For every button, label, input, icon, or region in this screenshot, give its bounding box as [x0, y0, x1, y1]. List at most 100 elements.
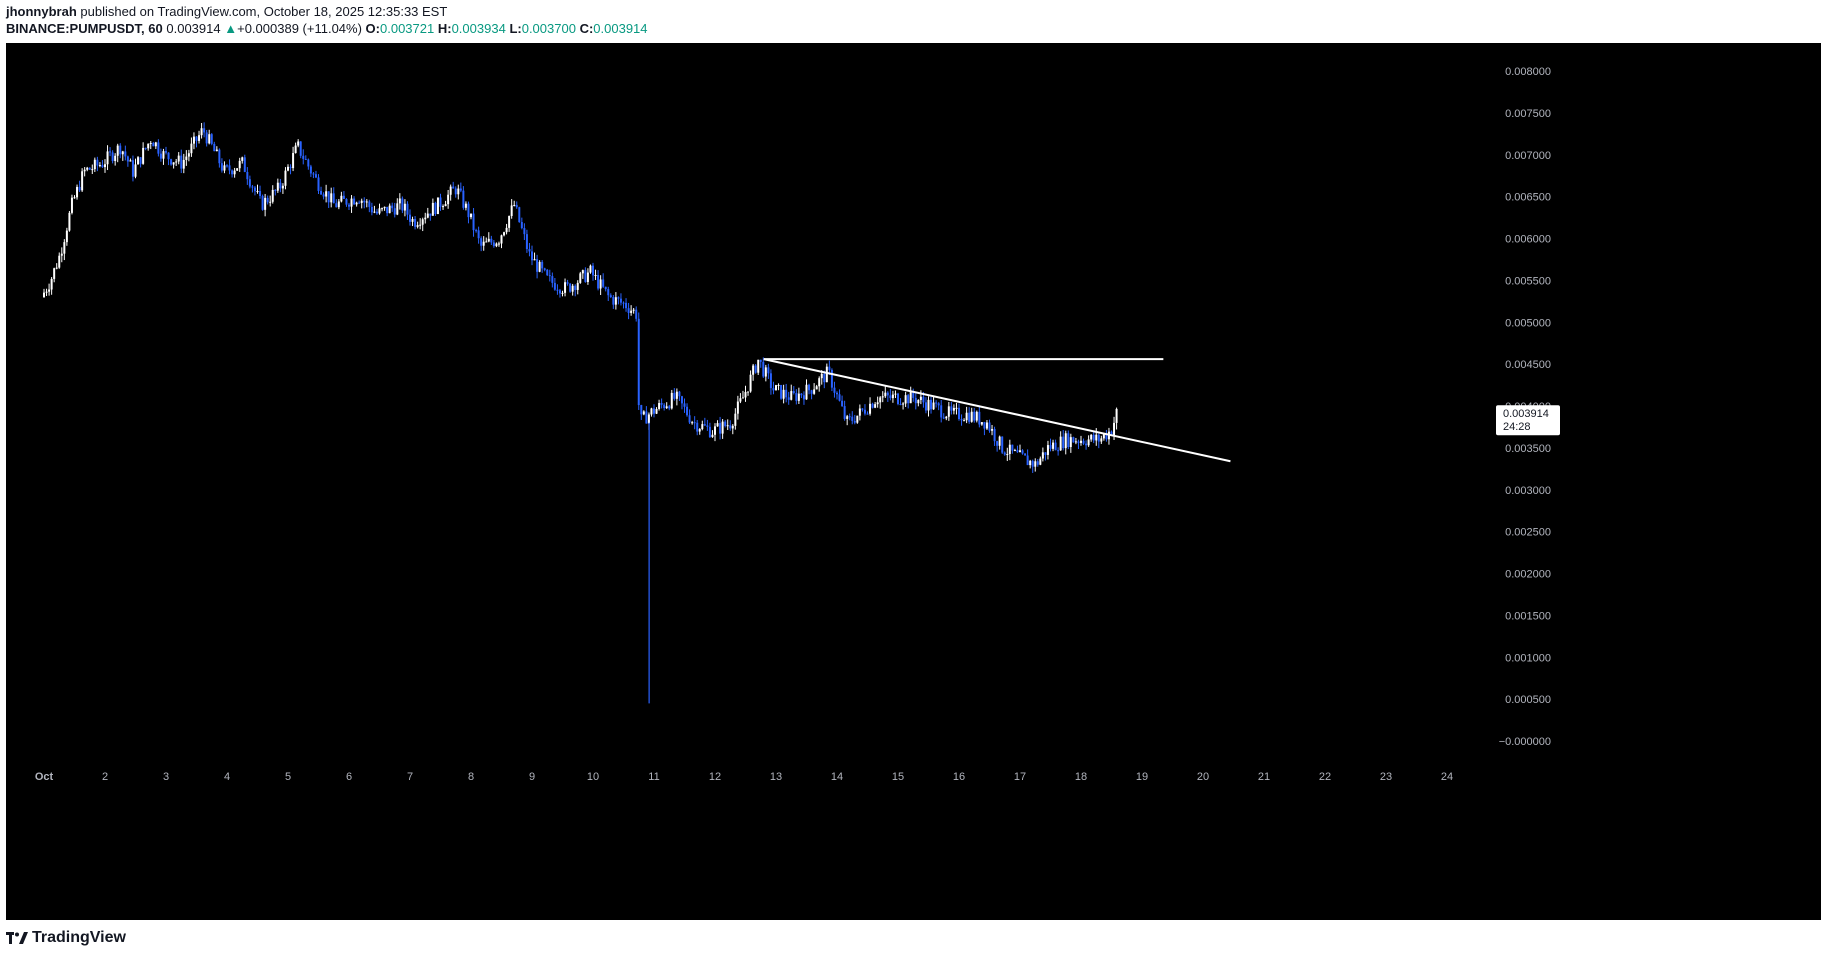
candle-body [309, 166, 312, 174]
candle-body [1095, 434, 1098, 441]
candle-body [795, 393, 798, 401]
candle-body [846, 416, 849, 419]
x-tick-label: 24 [1441, 771, 1453, 783]
candle-body [520, 222, 523, 229]
candle-body [391, 205, 394, 209]
candle-body [597, 275, 600, 289]
candle-body [73, 197, 76, 199]
candle-body [332, 193, 335, 204]
candle-body [531, 251, 533, 261]
candle-body [991, 429, 994, 431]
candle-body [711, 434, 714, 438]
candle-body [1041, 452, 1044, 459]
descending-trend-line [763, 358, 1231, 463]
candle-body [431, 202, 434, 216]
candle-body [294, 145, 297, 154]
candle-body [55, 267, 58, 269]
y-tick-label: 0.000500 [1505, 694, 1551, 706]
candle-body [589, 265, 592, 273]
candle-body [86, 167, 89, 170]
candle-body [965, 412, 968, 421]
candle-body [292, 153, 295, 169]
candle-body [149, 142, 152, 144]
price-chart[interactable]: 0.008000 0.007500 0.007000 0.006500 0.006000… [6, 43, 1821, 920]
candle-body [43, 292, 45, 298]
candle-body [538, 261, 541, 272]
candle-body [1069, 437, 1072, 448]
candle-body [1006, 454, 1009, 456]
candle-body [655, 408, 658, 414]
candle-body [797, 393, 800, 401]
candle-body [1067, 433, 1070, 448]
candle-body [1072, 437, 1075, 443]
candle-body [1034, 461, 1037, 467]
candle-body [477, 230, 480, 239]
candle-body [602, 279, 605, 287]
candle-body [383, 206, 386, 209]
candle-body [604, 286, 607, 290]
candle-body [45, 291, 48, 293]
candle-body [675, 391, 678, 399]
candle-body [139, 157, 142, 164]
candle-body [1026, 455, 1029, 466]
candle-body [198, 135, 201, 141]
candle-body [403, 203, 406, 211]
candle-body [375, 211, 378, 214]
price-change: +0.000389 (+11.04%) [237, 21, 362, 36]
candle-body [68, 212, 71, 231]
candle-body [421, 219, 424, 225]
candle-body [226, 165, 228, 167]
candle-body [899, 404, 902, 406]
symbol-name[interactable]: BINANCE:PUMPUSDT, 60 [6, 21, 163, 36]
candle-body [871, 403, 874, 408]
candle-body [917, 399, 920, 404]
candle-body [825, 366, 828, 383]
candle-body [192, 136, 195, 144]
candle-body [228, 165, 231, 171]
candle-body [96, 159, 99, 166]
candle-body [144, 147, 147, 149]
candle-body [492, 242, 495, 247]
candle-body [373, 211, 376, 213]
candle-body [401, 198, 404, 211]
candle-body [1113, 422, 1116, 436]
candle-body [220, 163, 223, 171]
candle-body [424, 217, 427, 220]
candle-body [836, 392, 838, 395]
candle-body [124, 151, 127, 157]
published-text: published on TradingView.com, October 18… [80, 4, 448, 19]
tradingview-logo[interactable]: TradingView [6, 925, 126, 951]
candle-body [571, 285, 574, 292]
candle-body [503, 232, 506, 236]
candle-body [271, 189, 274, 202]
candle-body [320, 190, 323, 195]
candle-body [815, 386, 818, 390]
candle-body [680, 396, 683, 404]
candle-body [238, 160, 241, 169]
x-tick-label: 6 [346, 771, 352, 783]
candle-body [904, 395, 907, 404]
candle-body [1049, 445, 1052, 449]
candle-body [731, 425, 734, 429]
candle-body [152, 142, 155, 147]
low-label: L: [509, 21, 522, 36]
y-tick-label: 0.006500 [1505, 192, 1551, 204]
candle-body [475, 230, 478, 232]
candle-body [802, 395, 805, 400]
candle-body [243, 157, 246, 172]
candle-body [950, 406, 953, 411]
candle-body [253, 187, 256, 192]
candle-body [251, 186, 254, 188]
chart-panel[interactable]: 0.008000 0.007500 0.007000 0.006500 0.006000… [6, 43, 1821, 920]
y-tick-label: 0.005000 [1505, 317, 1551, 329]
candle-body [175, 161, 178, 163]
candle-body [439, 197, 442, 207]
candle-body [500, 235, 503, 244]
candle-body [729, 425, 732, 429]
candle-body [891, 394, 894, 399]
candle-body [640, 405, 643, 415]
author-name[interactable]: jhonnybrah [6, 4, 77, 19]
candle-body [579, 273, 582, 283]
candle-body [1029, 460, 1032, 466]
candle-body [828, 366, 831, 370]
